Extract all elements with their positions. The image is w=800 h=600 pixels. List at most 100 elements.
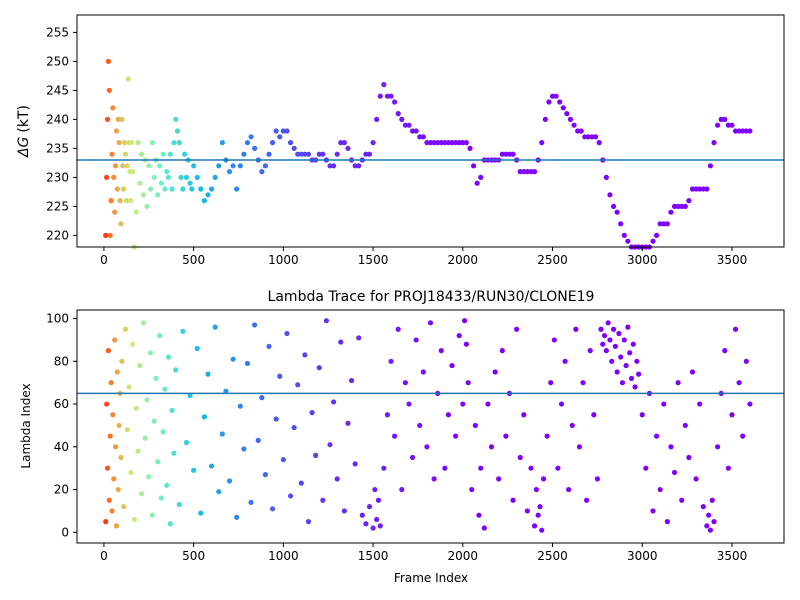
delta-g-point xyxy=(104,174,110,180)
delta-g-point xyxy=(277,134,283,140)
lambda-point xyxy=(460,401,466,407)
delta-g-point xyxy=(438,140,444,146)
lambda-point xyxy=(711,519,717,525)
delta-g-point xyxy=(618,221,624,227)
lambda-y-ticks: 0 20 40 60 80 100 xyxy=(46,312,77,539)
delta-g-x-tick-label: 1000 xyxy=(268,253,299,267)
delta-g-point xyxy=(470,163,477,169)
delta-g-point xyxy=(121,140,128,146)
lambda-point xyxy=(208,463,215,469)
lambda-point xyxy=(431,476,437,482)
lambda-point xyxy=(679,497,685,503)
lambda-point xyxy=(323,318,330,324)
delta-g-point xyxy=(291,145,297,151)
delta-g-point xyxy=(149,140,155,146)
delta-g-y-tick-label: 250 xyxy=(46,54,69,68)
lambda-point xyxy=(230,356,236,362)
delta-g-point xyxy=(103,232,109,238)
lambda-point xyxy=(614,369,620,375)
lambda-point xyxy=(295,382,301,388)
delta-g-point xyxy=(542,116,548,122)
delta-g-point xyxy=(244,140,251,146)
delta-g-point xyxy=(125,76,131,82)
lambda-point xyxy=(456,333,462,339)
delta-g-point xyxy=(582,134,588,140)
delta-g-point xyxy=(668,209,674,215)
lambda-y-tick-label: 40 xyxy=(54,440,69,454)
delta-g-point xyxy=(352,163,358,169)
delta-g-point xyxy=(406,122,412,128)
lambda-point xyxy=(164,482,170,488)
lambda-point xyxy=(103,519,109,525)
lambda-point xyxy=(171,450,177,456)
delta-g-point xyxy=(395,111,401,117)
lambda-point xyxy=(112,337,118,343)
lambda-point xyxy=(689,369,696,375)
delta-g-point xyxy=(575,128,581,134)
lambda-point xyxy=(693,476,699,482)
lambda-point xyxy=(158,495,164,501)
delta-g-point xyxy=(320,151,326,157)
lambda-point xyxy=(697,401,703,407)
lambda-y-tick-label: 80 xyxy=(54,354,69,368)
delta-g-point xyxy=(732,128,739,134)
lambda-point xyxy=(643,465,649,471)
lambda-point xyxy=(130,341,136,347)
lambda-point xyxy=(686,454,692,461)
lambda-point xyxy=(131,516,138,523)
delta-g-x-ticks: 0 500 1000 1500 2000 2500 3000 3500 xyxy=(100,247,747,267)
lambda-point xyxy=(417,422,423,429)
delta-g-point xyxy=(345,145,351,151)
delta-g-point xyxy=(725,122,731,128)
delta-g-points xyxy=(103,58,753,250)
lambda-point xyxy=(682,422,688,429)
lambda-point xyxy=(747,401,753,407)
delta-g-point xyxy=(524,169,530,175)
lambda-point xyxy=(277,373,283,379)
delta-g-point xyxy=(164,169,170,175)
delta-g-point xyxy=(607,192,613,198)
delta-g-point xyxy=(305,151,312,157)
delta-g-point xyxy=(259,169,265,175)
delta-g-x-tick-label: 3500 xyxy=(717,253,748,267)
delta-g-point xyxy=(241,151,247,157)
delta-g-point xyxy=(201,198,208,204)
delta-g-point xyxy=(212,174,218,180)
delta-g-point xyxy=(109,151,115,157)
lambda-point xyxy=(226,478,233,484)
lambda-point xyxy=(485,401,491,407)
delta-g-point xyxy=(178,174,184,180)
lambda-point xyxy=(402,380,408,386)
lambda-point xyxy=(121,504,127,510)
delta-g-point xyxy=(657,221,663,227)
lambda-point xyxy=(113,523,120,529)
delta-g-y-ticks: 220 225 230 235 240 245 250 255 xyxy=(46,25,77,242)
lambda-point xyxy=(607,337,613,343)
lambda-point xyxy=(112,444,119,450)
delta-g-point xyxy=(341,140,347,146)
delta-g-point xyxy=(156,163,163,169)
delta-g-point xyxy=(123,198,129,204)
delta-g-point xyxy=(539,140,545,146)
lambda-y-label: Lambda Index xyxy=(19,383,33,468)
lambda-point xyxy=(223,388,229,394)
lambda-point xyxy=(273,416,279,422)
lambda-point xyxy=(539,527,545,533)
delta-g-point xyxy=(729,122,735,128)
lambda-point xyxy=(381,465,387,471)
delta-g-point xyxy=(718,116,724,122)
delta-g-y-tick-label: 245 xyxy=(46,83,69,97)
delta-g-point xyxy=(510,151,516,157)
delta-g-point xyxy=(366,151,373,157)
delta-g-point xyxy=(284,128,290,134)
delta-g-point xyxy=(463,140,469,146)
lambda-point xyxy=(341,508,347,514)
lambda-point xyxy=(352,461,358,467)
delta-g-point xyxy=(298,151,304,157)
delta-g-point xyxy=(700,186,706,192)
lambda-point xyxy=(126,384,132,390)
delta-g-point xyxy=(158,180,164,186)
delta-g-point xyxy=(144,203,150,209)
lambda-x-label: Frame Index xyxy=(394,571,468,585)
lambda-point xyxy=(573,326,579,332)
